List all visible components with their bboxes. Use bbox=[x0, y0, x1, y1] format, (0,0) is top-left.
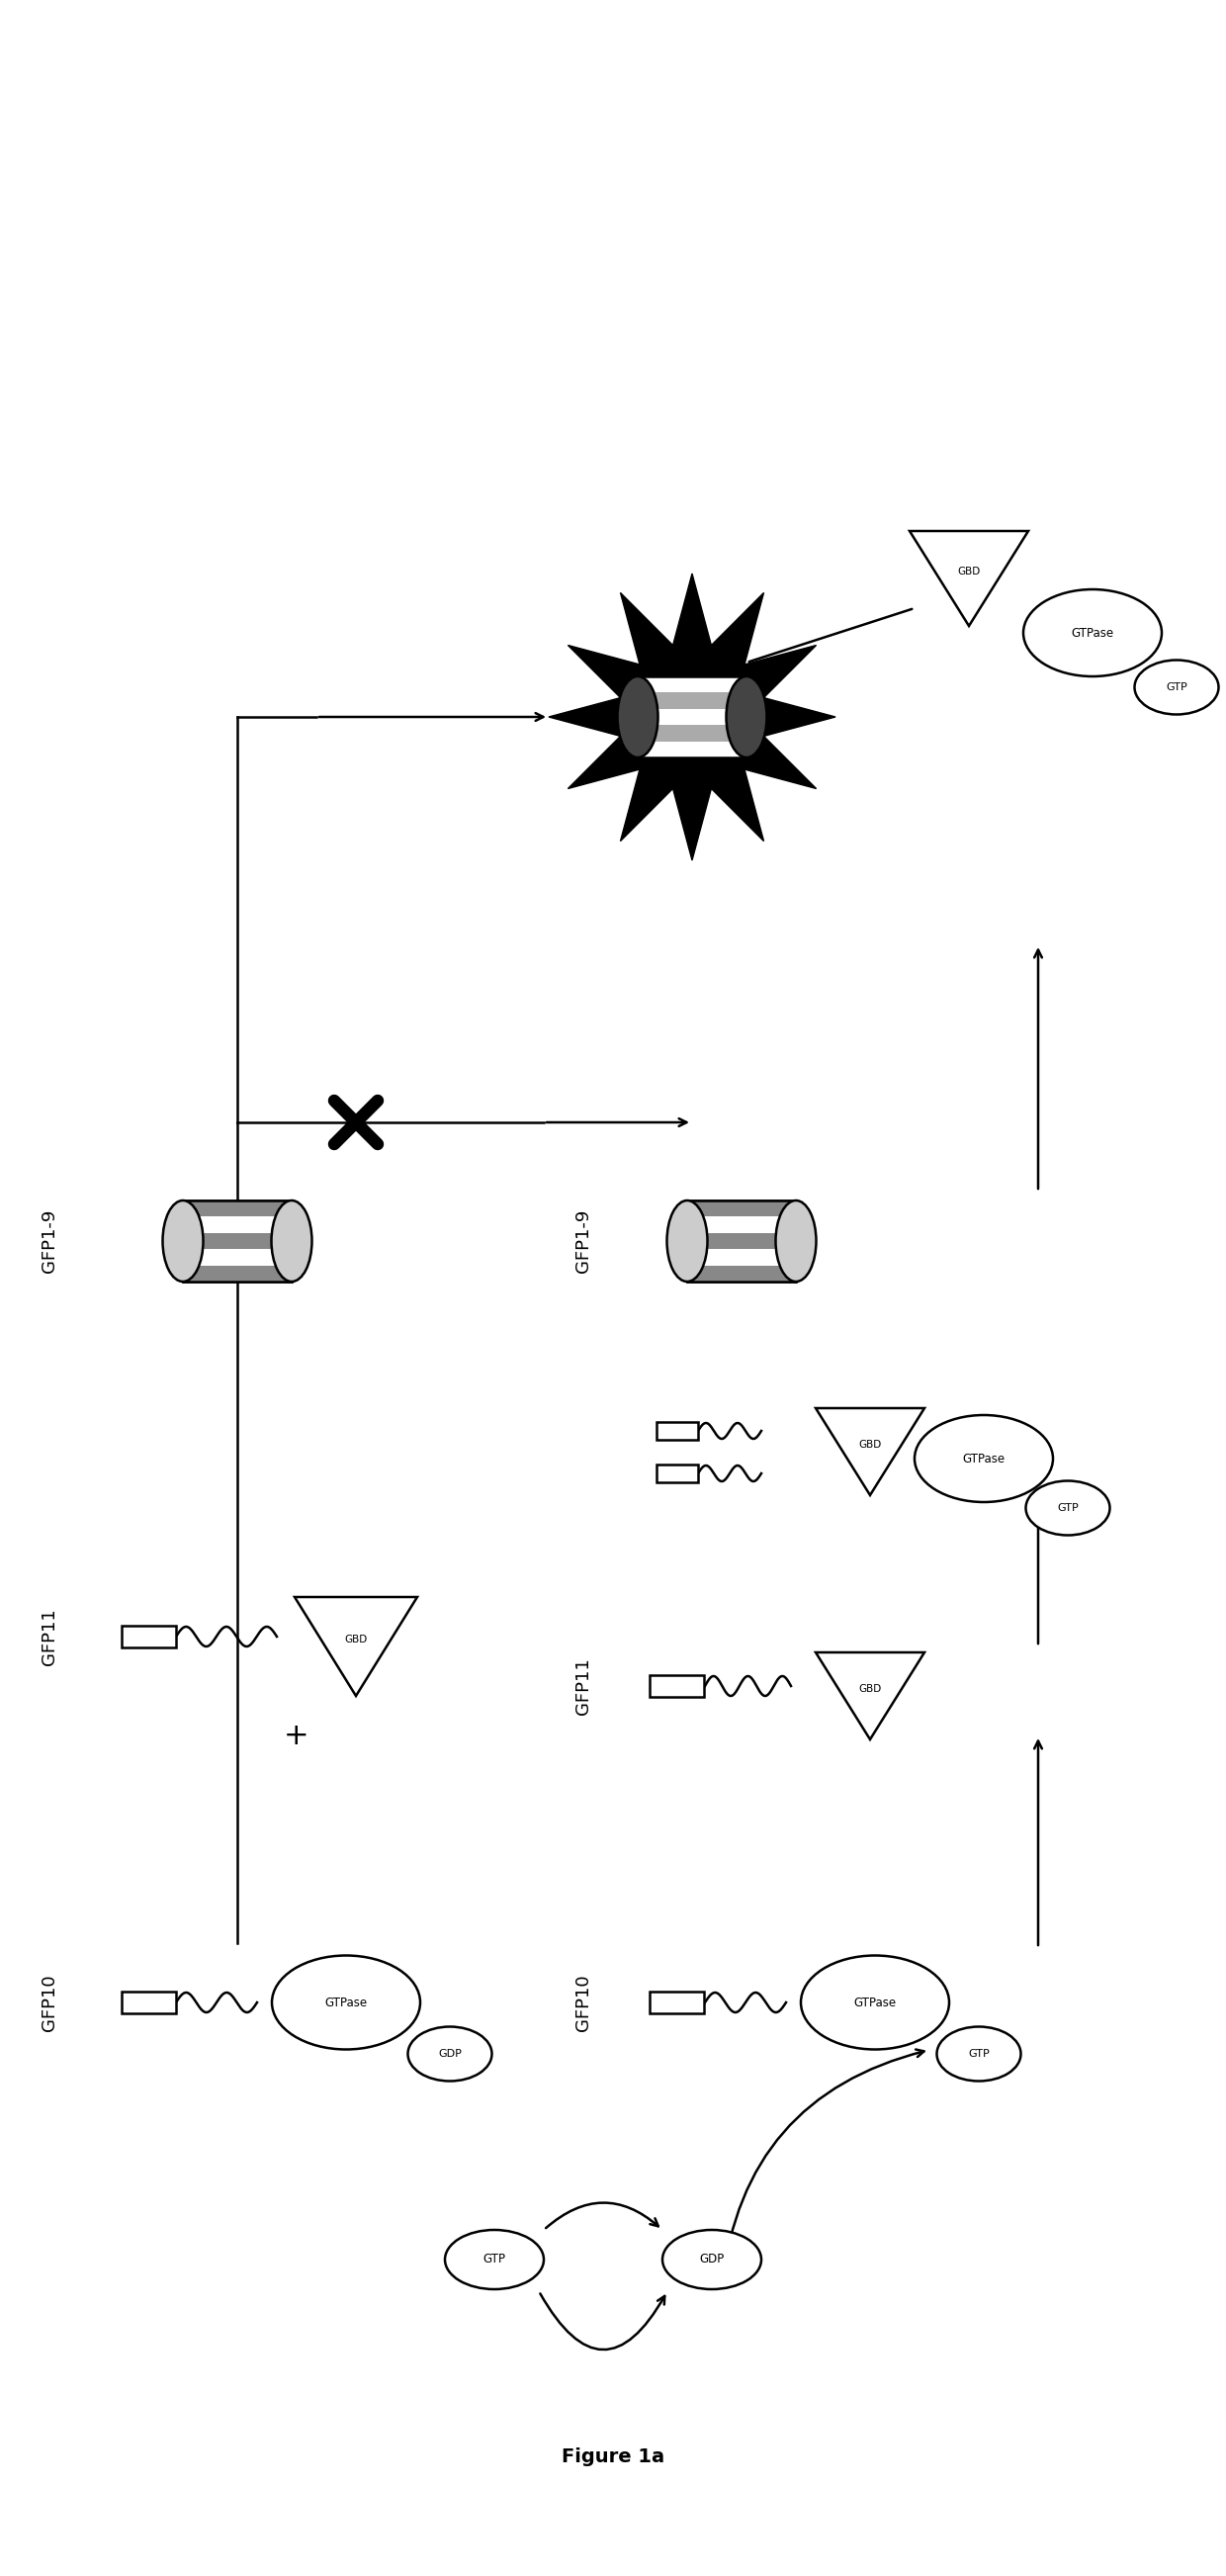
Text: GFP1-9: GFP1-9 bbox=[40, 1208, 59, 1273]
Bar bbox=[638, 677, 747, 757]
Text: GFP1-9: GFP1-9 bbox=[575, 1208, 592, 1273]
Polygon shape bbox=[549, 574, 835, 860]
Bar bbox=[656, 1466, 698, 1481]
Ellipse shape bbox=[726, 677, 766, 757]
Text: GFP10: GFP10 bbox=[40, 1973, 59, 2030]
Bar bbox=[638, 677, 747, 757]
Text: GFP11: GFP11 bbox=[575, 1656, 592, 1716]
Bar bbox=[183, 1200, 292, 1283]
Polygon shape bbox=[815, 1409, 924, 1494]
Bar bbox=[121, 1625, 175, 1649]
Bar bbox=[640, 708, 744, 724]
Bar bbox=[650, 1991, 705, 2014]
Bar bbox=[185, 1216, 289, 1234]
Text: Figure 1a: Figure 1a bbox=[562, 2447, 664, 2468]
Text: GBD: GBD bbox=[858, 1685, 881, 1695]
Ellipse shape bbox=[408, 2027, 492, 2081]
Bar bbox=[185, 1265, 289, 1283]
Bar bbox=[121, 1991, 175, 2014]
Ellipse shape bbox=[163, 1200, 204, 1283]
Ellipse shape bbox=[937, 2027, 1021, 2081]
Bar bbox=[640, 742, 744, 757]
Ellipse shape bbox=[801, 1955, 949, 2050]
Text: GTPase: GTPase bbox=[1072, 626, 1114, 639]
Text: GTPase: GTPase bbox=[325, 1996, 368, 2009]
Ellipse shape bbox=[271, 1200, 311, 1283]
Ellipse shape bbox=[272, 1955, 421, 2050]
Bar bbox=[650, 1674, 705, 1698]
Bar bbox=[687, 1200, 796, 1283]
Bar bbox=[656, 1422, 698, 1440]
Polygon shape bbox=[815, 1651, 924, 1739]
Ellipse shape bbox=[1134, 659, 1219, 714]
Ellipse shape bbox=[667, 1200, 707, 1283]
Text: GTP: GTP bbox=[1166, 683, 1187, 693]
Bar bbox=[689, 1200, 794, 1216]
Text: GBD: GBD bbox=[345, 1633, 368, 1643]
Polygon shape bbox=[910, 531, 1029, 626]
Bar bbox=[640, 677, 744, 693]
Text: GFP11: GFP11 bbox=[40, 1607, 59, 1664]
Ellipse shape bbox=[776, 1200, 817, 1283]
Ellipse shape bbox=[1026, 1481, 1110, 1535]
Bar bbox=[185, 1249, 289, 1265]
Text: GFP10: GFP10 bbox=[575, 1973, 592, 2030]
Text: GDP: GDP bbox=[438, 2048, 462, 2058]
Bar bbox=[640, 724, 744, 742]
Text: GDP: GDP bbox=[699, 2254, 725, 2267]
Text: GTP: GTP bbox=[483, 2254, 505, 2267]
Ellipse shape bbox=[1024, 590, 1162, 677]
Ellipse shape bbox=[618, 677, 658, 757]
Polygon shape bbox=[294, 1597, 417, 1695]
Text: GTP: GTP bbox=[969, 2048, 989, 2058]
Bar bbox=[689, 1234, 794, 1249]
Text: GBD: GBD bbox=[858, 1440, 881, 1450]
Text: GTPase: GTPase bbox=[853, 1996, 896, 2009]
Bar bbox=[185, 1200, 289, 1216]
Text: GTP: GTP bbox=[1057, 1502, 1079, 1512]
Ellipse shape bbox=[662, 2231, 761, 2290]
Ellipse shape bbox=[445, 2231, 544, 2290]
Ellipse shape bbox=[915, 1414, 1053, 1502]
Bar bbox=[689, 1265, 794, 1283]
Bar bbox=[640, 693, 744, 708]
Text: +: + bbox=[284, 1721, 309, 1749]
Bar bbox=[689, 1249, 794, 1265]
Text: GBD: GBD bbox=[958, 567, 981, 577]
Bar bbox=[687, 1200, 796, 1283]
Text: GTPase: GTPase bbox=[962, 1453, 1005, 1466]
Bar bbox=[183, 1200, 292, 1283]
Bar bbox=[689, 1216, 794, 1234]
Bar bbox=[185, 1234, 289, 1249]
